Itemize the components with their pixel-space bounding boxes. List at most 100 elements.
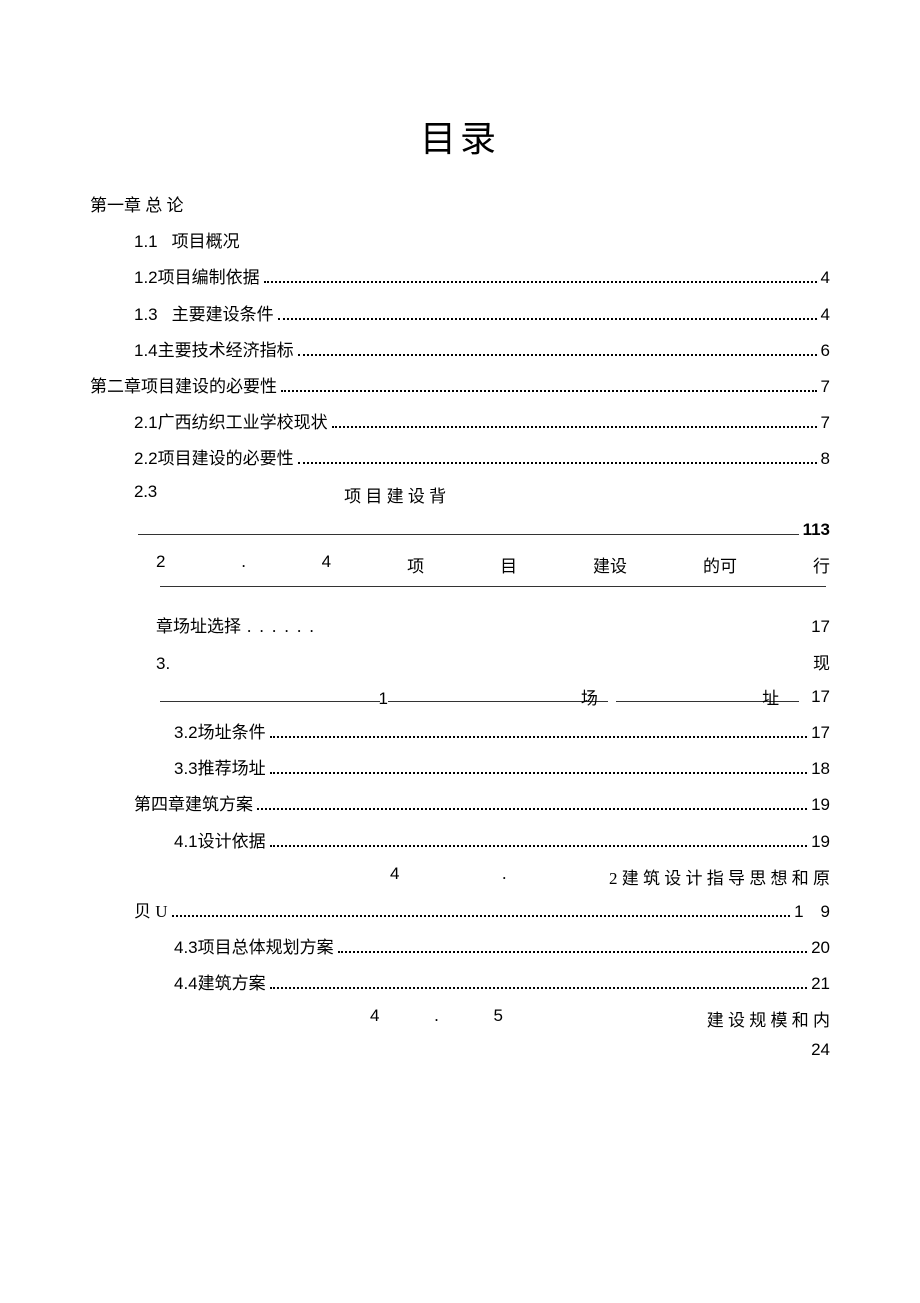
- toc-page: 20: [811, 934, 830, 961]
- toc-label: 项目建设的必要性: [158, 445, 294, 472]
- toc-label: 项目概况: [172, 228, 240, 255]
- toc-part: 建 设 规 模 和 内: [707, 1006, 830, 1031]
- toc-leader: [338, 950, 807, 953]
- toc-num: 4.1: [174, 828, 198, 855]
- toc-part: .: [502, 864, 506, 889]
- toc-label: 场址条件: [198, 719, 266, 746]
- toc-label: 推荐场址: [198, 755, 266, 782]
- toc-num: 2.1: [134, 409, 158, 436]
- toc-part: 2: [156, 552, 165, 577]
- toc-label: 设计依据: [198, 828, 266, 855]
- toc-part: .: [241, 552, 245, 577]
- toc-entry: 4.3 项目总体规划方案 20: [90, 934, 830, 961]
- toc-page: 19: [811, 791, 830, 818]
- toc-entry: 2.1 广西纺织工业学校现状 7: [90, 409, 830, 436]
- toc-num: 2.2: [134, 445, 158, 472]
- toc-part: 项 目 建 设 背: [344, 482, 446, 507]
- toc-entry: 2 . 3 项 目 建 设 背: [90, 482, 830, 507]
- toc-page: 17: [811, 683, 830, 710]
- toc-part: 4: [322, 552, 331, 577]
- toc-underline-row: 性: [90, 586, 830, 587]
- toc-entry: 贝 U 1 9: [90, 898, 830, 925]
- toc-entry: 章场址选择 . . . . . . 17: [90, 613, 830, 640]
- toc-leader: [278, 317, 817, 320]
- toc-entry: 2.2 项目建设的必要性 8: [90, 445, 830, 472]
- toc-num: 4.3: [174, 934, 198, 961]
- toc-entry: 4.4 建筑方案 21: [90, 970, 830, 997]
- toc-label: 章场址选择: [156, 613, 241, 640]
- toc-num: 1.3: [134, 301, 158, 328]
- toc-page: 18: [811, 755, 830, 782]
- toc-leader: [257, 807, 807, 810]
- page-title: 目录: [90, 110, 830, 162]
- toc-label: 第二章项目建设的必要性: [90, 373, 277, 400]
- toc-leader: [332, 425, 817, 428]
- toc-underline: [160, 586, 826, 587]
- toc-leader: [172, 914, 791, 917]
- toc-part: .: [434, 1006, 438, 1031]
- toc-entry: 1.4 主要技术经济指标 6: [90, 337, 830, 364]
- toc-label: 贝 U: [134, 898, 168, 925]
- toc-part: 址: [762, 685, 779, 712]
- toc-page: 19: [811, 828, 830, 855]
- toc-part: 场: [581, 685, 598, 712]
- toc-underline: [138, 534, 799, 535]
- toc-underline-row: 1 场 址 17: [90, 683, 830, 710]
- toc-leader: [270, 844, 807, 847]
- toc-part: 2: [134, 482, 143, 507]
- toc-part: 建设: [593, 552, 627, 577]
- toc-entry: 1.3 主要建设条件 4: [90, 301, 830, 328]
- toc-part: 目: [500, 552, 517, 577]
- toc-part: 3.: [156, 654, 170, 674]
- toc-entry: 1.2 项目编制依据 4: [90, 264, 830, 291]
- toc-entry: 1.1 项目概况: [90, 228, 830, 255]
- toc-page: 1 9: [794, 898, 830, 925]
- toc-label: 主要技术经济指标: [158, 337, 294, 364]
- toc-leader: [264, 280, 817, 283]
- toc-entry: 4 . 2 建 筑 设 计 指 导 思 想 和 原: [90, 864, 830, 889]
- toc-entry: 3.2 场址条件 17: [90, 719, 830, 746]
- toc-num: 1.2: [134, 264, 158, 291]
- toc-entry: 4.1 设计依据 19: [90, 828, 830, 855]
- toc-part: 4: [390, 864, 399, 889]
- toc-entry: 3. 现: [90, 649, 830, 674]
- toc-page: 7: [821, 409, 830, 436]
- toc-page: 8: [821, 445, 830, 472]
- toc-label: 第一章 总 论: [90, 192, 184, 219]
- toc-entry: 第二章项目建设的必要性 7: [90, 373, 830, 400]
- toc-label: 项目总体规划方案: [198, 934, 334, 961]
- toc-part: 1: [378, 685, 387, 712]
- toc-part: 3: [148, 482, 157, 507]
- toc-page: 7: [821, 373, 830, 400]
- toc-part: 现: [813, 649, 830, 674]
- toc-leader: [270, 986, 807, 989]
- toc-part: 2 建 筑 设 计 指 导 思 想 和 原: [609, 864, 830, 889]
- toc-part: 5: [493, 1006, 502, 1031]
- toc-part: 行: [813, 552, 830, 577]
- toc-page: 113: [803, 516, 830, 543]
- toc-entry: 4 . 5 建 设 规 模 和 内: [90, 1006, 830, 1031]
- toc-page: 目录 第一章 总 论 1.1 项目概况 1.2 项目编制依据 4 1.3 主要建…: [0, 0, 920, 1120]
- toc-leader: [270, 735, 807, 738]
- toc-entry: 2 . 4 项 目 建设 的可 行: [90, 552, 830, 577]
- toc-leader: [298, 353, 817, 356]
- toc-page: 17: [811, 613, 830, 640]
- toc-num: 1.1: [134, 228, 158, 255]
- toc-num: 4.4: [174, 970, 198, 997]
- toc-leader: [270, 771, 807, 774]
- toc-entry: 3.3 推荐场址 18: [90, 755, 830, 782]
- toc-entry: 第一章 总 论: [90, 192, 830, 219]
- toc-num: 1.4: [134, 337, 158, 364]
- toc-page: 4: [821, 301, 830, 328]
- toc-leader: [281, 389, 817, 392]
- toc-dots: . . . . . .: [247, 613, 316, 640]
- toc-page: 21: [811, 970, 830, 997]
- toc-part: 4: [370, 1006, 379, 1031]
- toc-part: 项: [407, 552, 424, 577]
- toc-underline-row: 113: [90, 516, 830, 543]
- toc-label: 项目编制依据: [158, 264, 260, 291]
- toc-page: 17: [811, 719, 830, 746]
- toc-label: 主要建设条件: [172, 301, 274, 328]
- toc-page: 4: [821, 264, 830, 291]
- toc-label: 第四章建筑方案: [134, 791, 253, 818]
